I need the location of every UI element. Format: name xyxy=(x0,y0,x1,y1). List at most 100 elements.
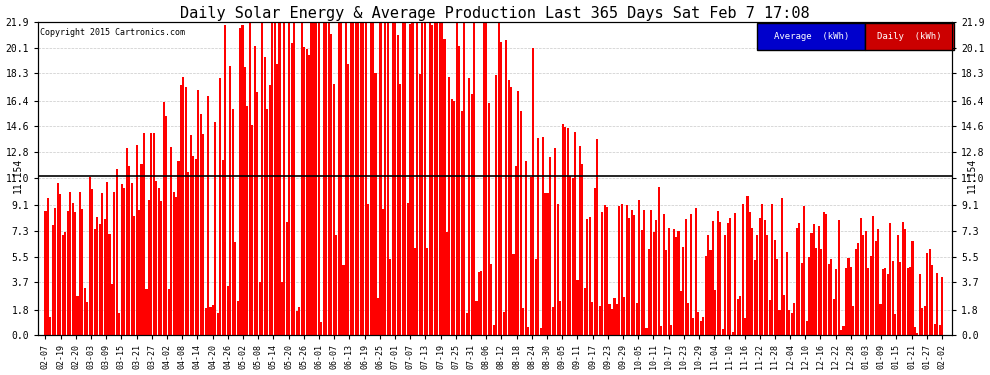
Bar xyxy=(836,269,838,335)
Bar xyxy=(64,232,66,335)
Bar xyxy=(242,25,244,335)
Bar xyxy=(389,259,391,335)
Bar xyxy=(460,111,462,335)
Bar xyxy=(434,23,436,335)
Bar xyxy=(811,233,813,335)
Bar xyxy=(187,172,189,335)
Bar xyxy=(128,166,131,335)
Bar xyxy=(641,230,643,335)
Bar xyxy=(798,223,800,335)
Bar xyxy=(475,302,477,335)
Bar xyxy=(170,147,172,335)
Bar xyxy=(725,235,727,335)
Bar xyxy=(273,23,275,335)
Bar xyxy=(225,25,227,335)
Bar xyxy=(660,326,662,335)
Bar xyxy=(591,302,593,335)
Bar xyxy=(54,208,56,335)
Bar xyxy=(636,303,638,335)
Bar xyxy=(167,289,169,335)
Bar xyxy=(758,217,761,335)
Bar xyxy=(367,204,369,335)
Bar xyxy=(897,235,899,335)
Bar xyxy=(574,132,576,335)
Bar xyxy=(404,23,406,335)
Bar xyxy=(710,251,712,335)
Bar xyxy=(852,306,854,335)
Bar xyxy=(584,288,586,335)
Bar xyxy=(177,161,179,335)
Bar xyxy=(303,46,305,335)
Bar xyxy=(849,267,852,335)
Bar xyxy=(79,192,81,335)
Bar xyxy=(266,109,268,335)
Bar xyxy=(894,314,896,335)
Bar xyxy=(796,228,798,335)
Bar xyxy=(119,314,121,335)
Bar xyxy=(535,259,537,335)
Bar xyxy=(551,308,554,335)
Bar xyxy=(427,248,429,335)
Bar xyxy=(927,252,929,335)
Bar xyxy=(84,288,86,335)
Bar xyxy=(157,188,159,335)
Bar xyxy=(746,196,748,335)
Bar xyxy=(414,249,416,335)
Bar xyxy=(141,164,143,335)
Bar xyxy=(465,313,467,335)
Bar xyxy=(298,306,300,335)
Bar xyxy=(453,102,455,335)
Bar xyxy=(372,23,374,335)
Bar xyxy=(685,219,687,335)
Bar xyxy=(286,222,288,335)
Bar xyxy=(311,23,313,335)
Bar xyxy=(652,232,655,335)
Bar xyxy=(478,272,480,335)
Bar xyxy=(76,296,78,335)
Bar xyxy=(919,274,921,335)
Bar xyxy=(742,204,743,335)
Bar xyxy=(114,192,116,335)
Bar xyxy=(495,75,497,335)
Bar xyxy=(263,57,265,335)
Bar xyxy=(791,313,793,335)
Bar xyxy=(50,317,51,335)
Bar xyxy=(743,318,746,335)
Bar xyxy=(720,222,722,335)
Bar xyxy=(436,23,439,335)
Bar xyxy=(638,200,641,335)
Bar xyxy=(872,216,874,335)
Bar xyxy=(751,228,753,335)
Bar xyxy=(609,304,611,335)
Bar xyxy=(296,310,298,335)
Bar xyxy=(217,313,219,335)
Bar xyxy=(690,214,692,335)
Bar xyxy=(700,321,702,335)
Bar xyxy=(116,169,118,335)
Bar xyxy=(594,188,596,335)
Bar xyxy=(722,328,724,335)
Bar xyxy=(727,224,729,335)
Bar xyxy=(621,204,623,335)
Bar xyxy=(687,303,689,335)
Bar xyxy=(244,67,247,335)
Bar xyxy=(409,24,411,335)
Bar xyxy=(717,211,719,335)
Bar xyxy=(564,127,566,335)
Bar xyxy=(523,308,525,335)
Bar xyxy=(768,300,770,335)
Text: Average  (kWh): Average (kWh) xyxy=(773,32,848,41)
Text: Copyright 2015 Cartronics.com: Copyright 2015 Cartronics.com xyxy=(40,28,185,37)
Bar xyxy=(803,206,805,335)
Bar xyxy=(232,110,234,335)
Bar xyxy=(503,312,505,335)
Bar xyxy=(172,192,174,335)
Bar xyxy=(493,325,495,335)
Bar xyxy=(293,23,295,335)
Bar xyxy=(379,23,381,335)
Bar xyxy=(941,277,943,335)
Bar xyxy=(771,204,773,335)
Bar xyxy=(530,177,532,335)
Bar xyxy=(192,156,194,335)
Bar xyxy=(364,23,366,335)
